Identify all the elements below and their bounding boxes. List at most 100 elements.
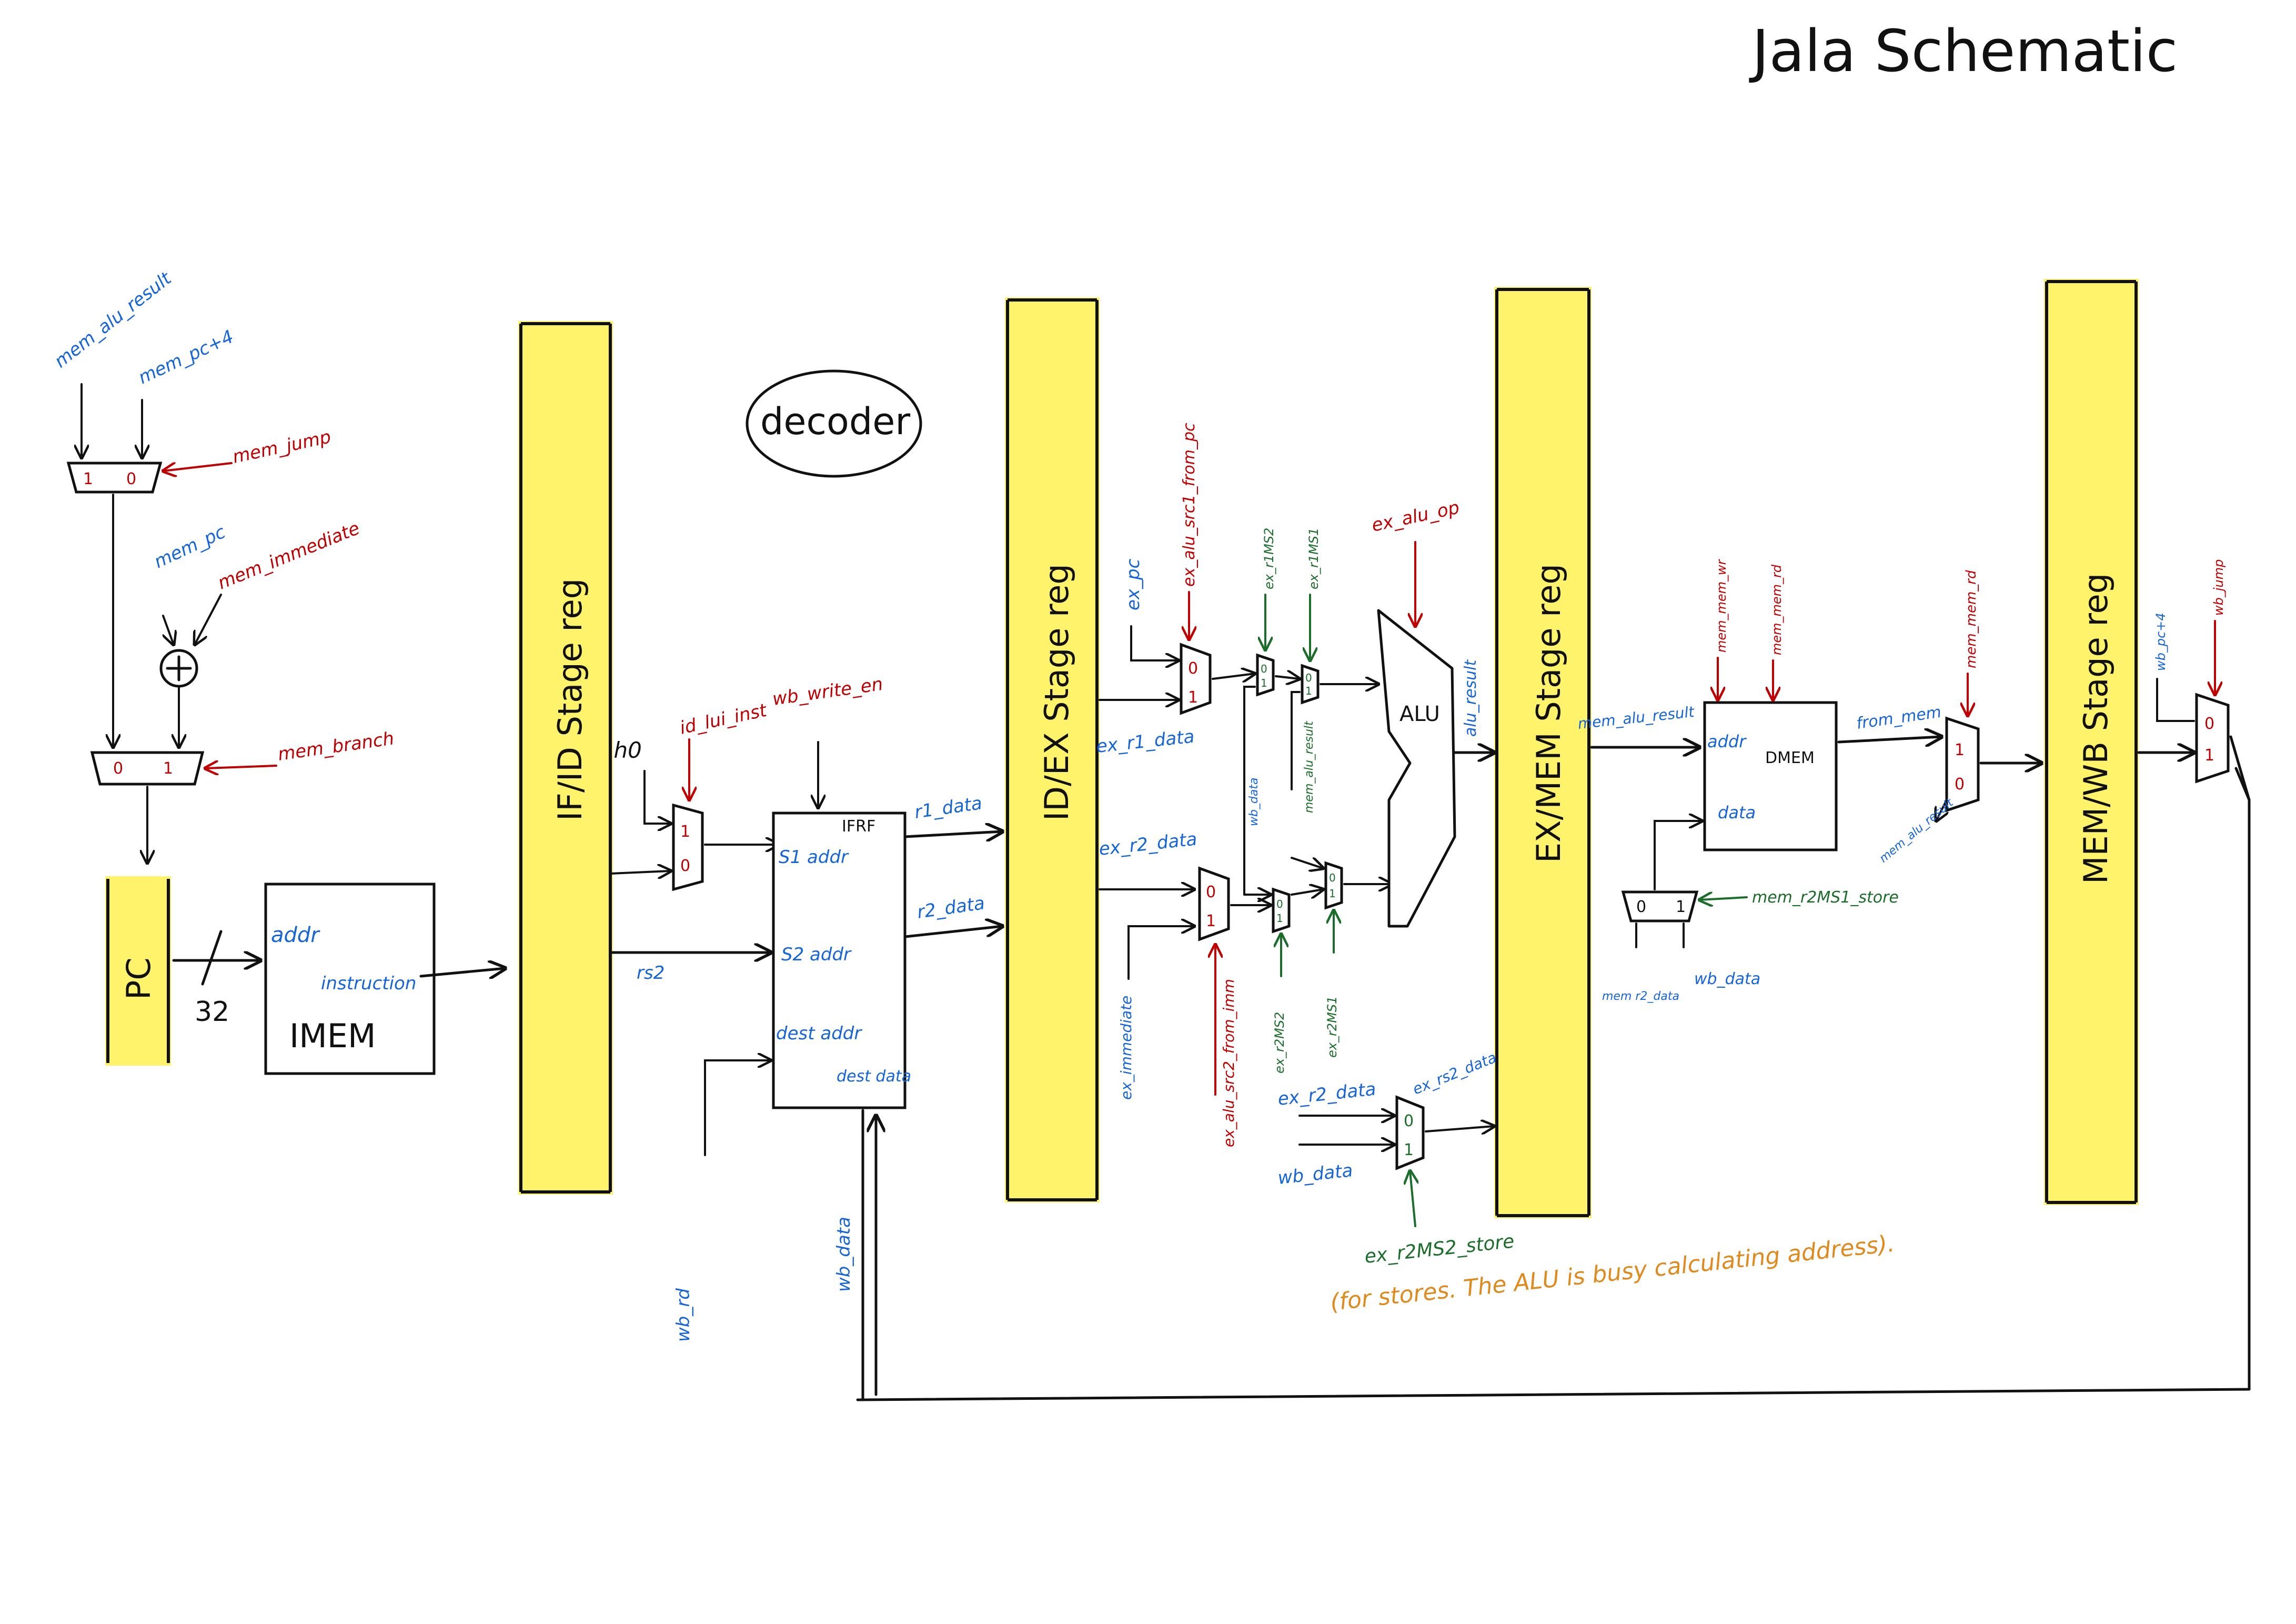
- svg-text:1: 1: [1261, 677, 1267, 689]
- label-wb-data-irf: wb_data: [833, 1217, 854, 1292]
- pc-register: PC: [105, 876, 171, 1066]
- label-ex-alu-src2-from-imm: ex_alu_src2_from_imm: [1220, 979, 1237, 1147]
- label-mem-mem-rd: mem_mem_rd: [1769, 564, 1784, 655]
- branch-mux: 0 1: [90, 751, 205, 786]
- label-mem-mem-rd-wb: mem_mem_rd: [1963, 570, 1979, 668]
- label-wb-write-en: wb_write_en: [771, 674, 884, 710]
- svg-text:1: 1: [1276, 912, 1283, 925]
- label-mem-alu-result-wb: mem_alu_result: [1877, 796, 1957, 865]
- label-mem-r2-data: mem r2_data: [1602, 990, 1679, 1003]
- label-from-mem: from_mem: [1855, 703, 1942, 733]
- label-zero: 'h0: [608, 737, 642, 763]
- label-ex-r1-data: ex_r1_data: [1095, 726, 1195, 757]
- svg-text:0: 0: [680, 857, 690, 875]
- stage-label-id-ex: ID/EX Stage reg: [1038, 564, 1076, 821]
- svg-text:1: 1: [1188, 688, 1198, 707]
- stage-label-ex-mem: EX/MEM Stage reg: [1529, 564, 1568, 863]
- forward-mux-r2ms1: 0 1: [1324, 861, 1343, 910]
- svg-text:1: 1: [1676, 898, 1686, 916]
- svg-text:DMEM: DMEM: [1765, 749, 1815, 767]
- label-ex-immediate: ex_immediate: [1117, 996, 1135, 1100]
- label-id-lui-inst: id_lui_inst: [678, 700, 770, 739]
- svg-text:1: 1: [1404, 1141, 1414, 1159]
- svg-text:0: 0: [126, 470, 136, 488]
- label-ex-r2ms1-bottom: ex_r2MS1: [1325, 996, 1340, 1058]
- forward-mux-r2ms2: 0 1: [1272, 887, 1291, 934]
- label-ex-r1ms1-top: ex_r1MS1: [1306, 528, 1321, 589]
- svg-text:0: 0: [1305, 671, 1312, 684]
- svg-text:0: 0: [1188, 659, 1198, 678]
- label-wb-data-store: wb_data: [1277, 1160, 1354, 1189]
- label-rs2: rs2: [637, 963, 664, 984]
- diagram-title: Jala Schematic: [1749, 17, 2178, 85]
- jump-mux: 1 0: [66, 462, 163, 494]
- label-mem-immediate: mem_immediate: [215, 518, 362, 594]
- label-wb-rd: wb_rd: [673, 1288, 694, 1342]
- stage-register-mem-wb: MEM/WB Stage reg: [2044, 279, 2139, 1205]
- svg-text:0: 0: [1329, 871, 1336, 884]
- label-ex-pc: ex_pc: [1123, 558, 1144, 610]
- label-mem-alu-result-dmem: mem_alu_result: [1577, 703, 1696, 733]
- svg-text:addr: addr: [271, 923, 320, 947]
- svg-text:dest data: dest data: [837, 1067, 911, 1086]
- svg-text:1: 1: [83, 470, 93, 488]
- label-bus-width: 32: [195, 996, 229, 1028]
- label-mem-jump: mem_jump: [231, 426, 333, 468]
- svg-text:1: 1: [1955, 741, 1965, 759]
- stage-label-mem-wb: MEM/WB Stage reg: [2077, 573, 2115, 884]
- imem-block: addr instruction IMEM: [264, 883, 436, 1075]
- label-ex-rs2-data-store: ex_rs2_data: [1410, 1049, 1499, 1098]
- label-mem-alu-result-fwd: mem_alu_result: [1303, 720, 1316, 813]
- alu-src1-mux: 0 1: [1180, 643, 1212, 715]
- label-ex-r2ms2-bottom: ex_r2MS2: [1272, 1012, 1287, 1074]
- label-wb-data-fwd: wb_data: [1247, 777, 1261, 826]
- writeback-mux: 1 0: [1945, 716, 1980, 813]
- svg-text:0: 0: [1404, 1112, 1414, 1130]
- svg-text:0: 0: [1261, 663, 1267, 675]
- label-ex-r2ms2-store: ex_r2MS2_store: [1364, 1230, 1516, 1268]
- branch-target-adder: [159, 649, 198, 688]
- label-alu-result: alu_result: [1462, 659, 1480, 737]
- svg-text:1: 1: [680, 823, 690, 841]
- label-mem-mem-wr: mem_mem_wr: [1714, 558, 1729, 653]
- label-wb-pc-4: wb_pc+4: [2153, 613, 2168, 671]
- svg-text:decoder: decoder: [760, 400, 910, 443]
- alu-block: ALU: [1377, 609, 1456, 928]
- svg-text:0: 0: [2204, 715, 2214, 733]
- label-mem-branch: mem_branch: [277, 728, 396, 765]
- label-ex-alu-src1-from-pc: ex_alu_src1_from_pc: [1180, 423, 1199, 587]
- label-wb-data-mem: wb_data: [1694, 970, 1760, 988]
- label-ex-r2-data-store: ex_r2_data: [1277, 1079, 1377, 1110]
- label-mem-r2ms1-store: mem_r2MS1_store: [1752, 888, 1899, 907]
- dmem-block: addr DMEM data: [1703, 701, 1838, 851]
- svg-text:PC: PC: [119, 957, 158, 1000]
- svg-text:1: 1: [2204, 746, 2214, 765]
- svg-text:0: 0: [1276, 898, 1283, 910]
- svg-text:dest addr: dest addr: [776, 1023, 862, 1044]
- label-r2-data: r2_data: [916, 893, 986, 923]
- stage-register-ex-mem: EX/MEM Stage reg: [1494, 287, 1592, 1218]
- svg-text:0: 0: [113, 759, 123, 778]
- final-jump-mux: 0 1: [2195, 693, 2230, 784]
- stage-label-if-id: IF/ID Stage reg: [551, 578, 589, 821]
- label-r1-data: r1_data: [913, 793, 984, 823]
- svg-text:1: 1: [163, 759, 173, 778]
- svg-text:addr: addr: [1707, 731, 1747, 751]
- label-wb-jump: wb_jump: [2211, 559, 2226, 616]
- svg-text:instruction: instruction: [321, 973, 416, 994]
- alu-src2-mux: 0 1: [1198, 866, 1230, 941]
- register-file-irf: IFRF S1 addr S2 addr dest addr dest data: [772, 811, 911, 1109]
- label-ex-alu-op: ex_alu_op: [1370, 497, 1462, 536]
- svg-text:0: 0: [1636, 898, 1646, 916]
- decoder-block: decoder: [746, 369, 922, 478]
- label-mem-pc-4: mem_pc+4: [135, 326, 237, 388]
- label-ex-r2-data: ex_r2_data: [1098, 829, 1198, 860]
- svg-text:IFRF: IFRF: [842, 817, 875, 836]
- svg-text:1: 1: [1206, 912, 1216, 930]
- svg-text:1: 1: [1329, 887, 1336, 900]
- svg-text:IMEM: IMEM: [289, 1017, 376, 1055]
- svg-text:0: 0: [1206, 883, 1216, 901]
- label-ex-r1ms2-top: ex_r1MS2: [1262, 528, 1276, 589]
- svg-text:S1 addr: S1 addr: [779, 847, 849, 868]
